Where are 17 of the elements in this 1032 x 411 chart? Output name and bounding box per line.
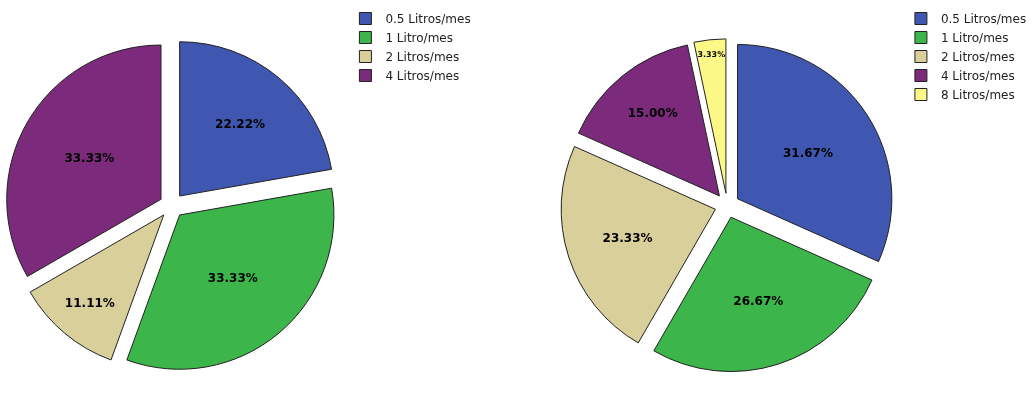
- legend-label: 4 Litros/mes: [940, 69, 1015, 84]
- data-label: 23.33%: [602, 230, 653, 245]
- data-label: 31.67%: [782, 146, 833, 161]
- legend-label: 0.5 Litros/mes: [385, 12, 471, 27]
- data-label: 33.33%: [64, 150, 115, 165]
- legend-label: 1 Litro/mes: [385, 31, 453, 46]
- legend-label: 0.5 Litros/mes: [940, 12, 1027, 27]
- data-label: 11.11%: [64, 296, 115, 311]
- legend-label: 2 Litros/mes: [385, 50, 460, 65]
- legend-label: 4 Litros/mes: [385, 69, 460, 84]
- data-label: 33.33%: [207, 271, 258, 286]
- legend-label: 8 Litros/mes: [940, 88, 1015, 103]
- legend-label: 2 Litros/mes: [940, 50, 1015, 65]
- data-label: 22.22%: [215, 117, 265, 132]
- data-label: 15.00%: [627, 106, 678, 121]
- legend-label: 1 Litro/mes: [940, 31, 1009, 46]
- data-label: 26.67%: [733, 294, 784, 309]
